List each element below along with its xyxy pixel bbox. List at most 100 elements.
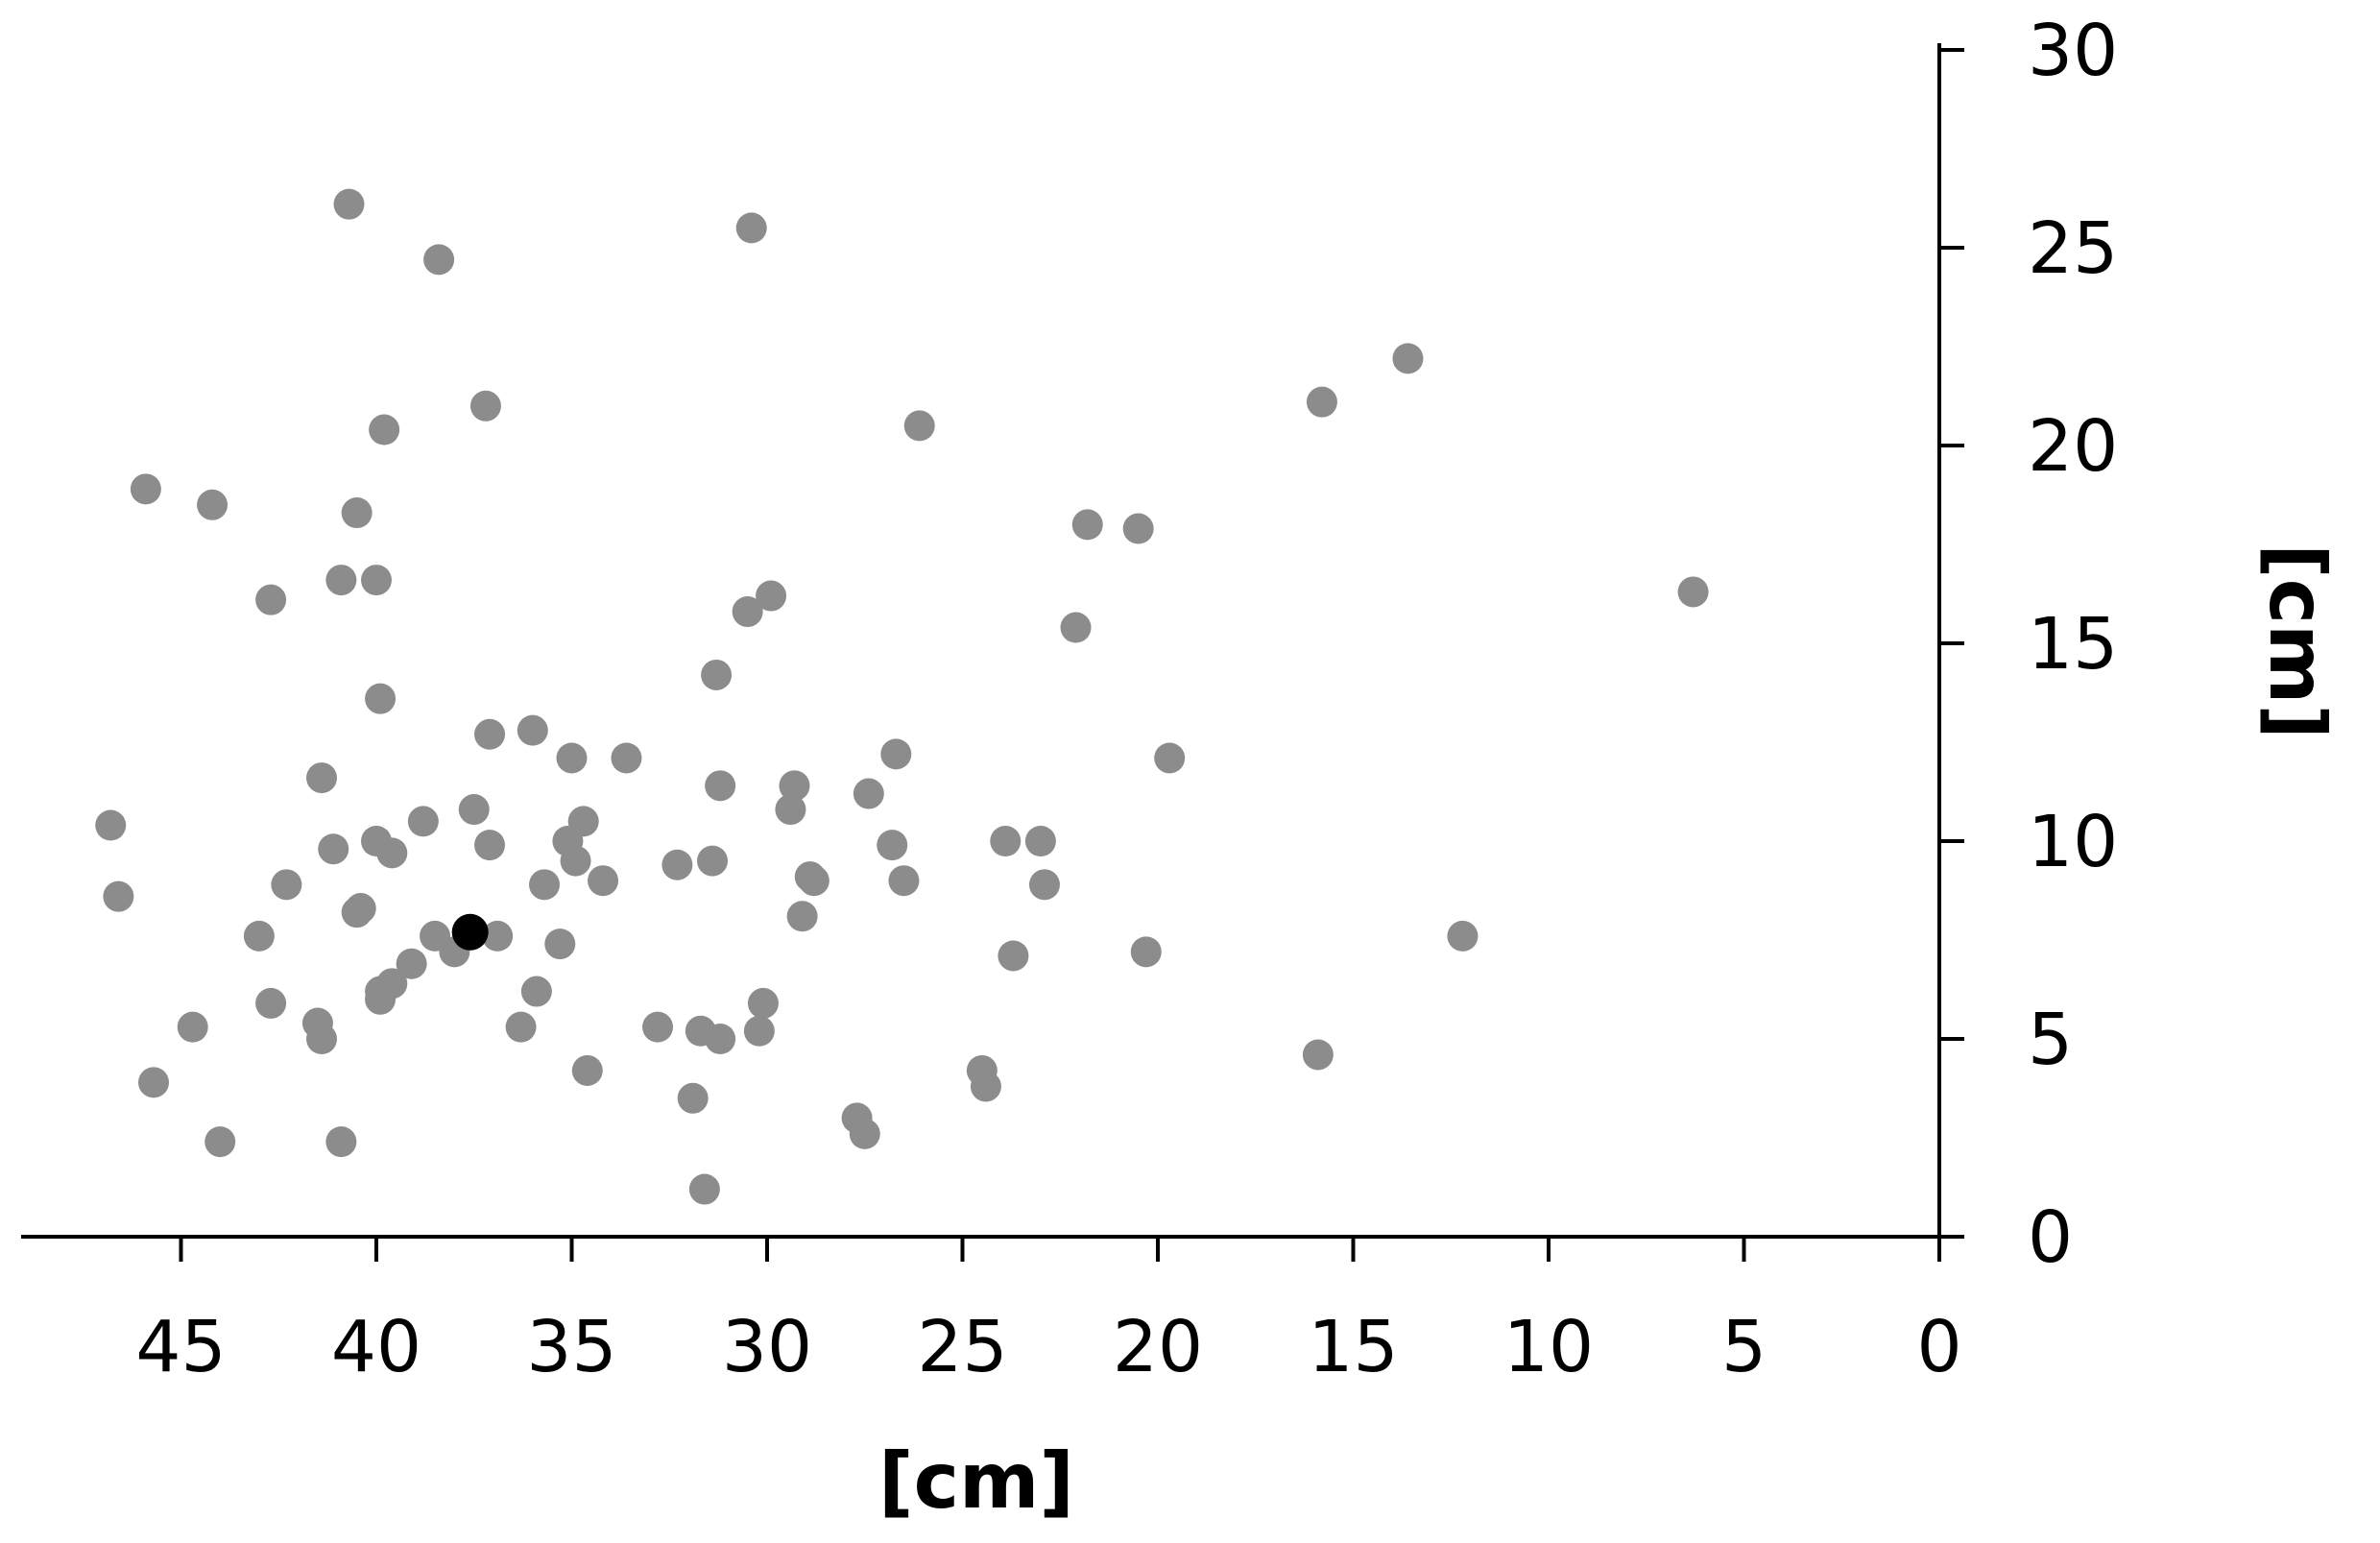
x-ticks: 45 40 35 30 25 20 15 10 5 0 — [135, 1237, 1962, 1388]
data-point — [571, 1054, 603, 1086]
data-point — [423, 244, 455, 276]
data-point — [520, 976, 552, 1007]
data-point — [1392, 343, 1424, 374]
x-tick-label: 30 — [722, 1306, 812, 1388]
data-point — [177, 1011, 208, 1043]
data-point — [1302, 1039, 1334, 1071]
data-point — [1071, 509, 1103, 541]
x-tick-label: 5 — [1721, 1306, 1767, 1388]
data-point — [365, 983, 397, 1015]
data-point — [705, 1024, 736, 1054]
y-tick-label: 15 — [2028, 603, 2118, 686]
data-point — [333, 188, 365, 220]
data-point — [1028, 869, 1060, 901]
data-point — [697, 845, 729, 877]
data-point — [369, 414, 400, 446]
y-tick-label: 20 — [2028, 405, 2118, 488]
data-point — [396, 948, 427, 979]
data-point — [544, 928, 576, 960]
y-ticks: 0 5 10 15 20 25 30 — [1939, 10, 2118, 1279]
x-tick-label: 40 — [331, 1306, 421, 1388]
data-point — [407, 806, 439, 837]
data-point — [1677, 576, 1709, 608]
x-tick-label: 0 — [1916, 1306, 1961, 1388]
data-point — [458, 794, 490, 826]
data-point — [970, 1071, 1001, 1102]
data-point — [243, 920, 275, 952]
data-point — [756, 580, 787, 612]
x-tick-label: 15 — [1308, 1306, 1398, 1388]
y-tick-label: 0 — [2028, 1196, 2073, 1279]
data-point — [880, 738, 912, 770]
data-point — [505, 1011, 537, 1043]
data-point — [990, 826, 1022, 856]
y-tick-label: 5 — [2028, 999, 2073, 1081]
data-point — [732, 596, 763, 628]
data-point — [735, 212, 767, 244]
data-point — [775, 794, 806, 826]
data-point — [255, 584, 287, 615]
data-point — [747, 987, 779, 1019]
data-point — [888, 865, 920, 897]
data-point — [779, 770, 810, 802]
data-point — [688, 1173, 720, 1205]
data-point — [1024, 826, 1056, 856]
data-point — [1447, 920, 1478, 952]
data-point — [877, 830, 908, 861]
y-axis-title: [cm] — [2252, 543, 2342, 739]
x-axis-title: [cm] — [878, 1436, 1074, 1526]
data-point — [130, 473, 161, 505]
data-point — [611, 742, 642, 774]
data-point — [469, 390, 501, 422]
y-tick-label: 30 — [2028, 10, 2118, 92]
data-point — [1060, 612, 1092, 643]
data-point — [529, 869, 561, 901]
data-point — [271, 869, 302, 901]
data-point — [95, 809, 127, 841]
x-tick-label: 25 — [917, 1306, 1007, 1388]
data-point — [853, 778, 884, 809]
data-point — [1306, 386, 1337, 418]
data-point — [306, 762, 338, 794]
data-point — [318, 833, 349, 865]
y-tick-label: 25 — [2028, 207, 2118, 290]
data-point — [701, 659, 733, 690]
y-tick-label: 10 — [2028, 801, 2118, 883]
x-tick-label: 20 — [1113, 1306, 1203, 1388]
data-point — [325, 565, 357, 596]
data-point — [341, 497, 373, 529]
data-point — [1154, 742, 1186, 774]
data-point — [204, 1126, 236, 1158]
data-points — [95, 188, 1709, 1205]
data-point — [1130, 936, 1162, 968]
data-point — [560, 845, 591, 877]
data-point — [361, 565, 392, 596]
x-tick-label: 10 — [1503, 1306, 1594, 1388]
data-point — [661, 849, 693, 880]
data-point — [376, 837, 408, 869]
data-point — [642, 1011, 674, 1043]
data-point — [365, 683, 397, 714]
data-point — [103, 880, 134, 912]
data-point — [341, 897, 373, 928]
data-point — [306, 1024, 338, 1054]
data-point — [255, 987, 287, 1019]
data-point — [705, 770, 736, 802]
x-tick-label: 35 — [526, 1306, 616, 1388]
axes: 45 40 35 30 25 20 15 10 5 0 0 5 10 15 20 25 30 — [21, 10, 2118, 1388]
data-point — [1122, 513, 1154, 544]
data-point — [798, 865, 829, 897]
data-point — [743, 1015, 775, 1047]
data-point — [197, 489, 228, 520]
data-point — [588, 865, 619, 897]
x-tick-label: 45 — [135, 1306, 226, 1388]
data-point — [998, 940, 1029, 972]
data-point — [482, 920, 514, 952]
data-point — [786, 901, 818, 932]
data-point — [474, 830, 506, 861]
data-point — [677, 1082, 709, 1114]
highlighted-data-point — [451, 913, 489, 951]
data-point — [556, 742, 588, 774]
data-point — [903, 410, 935, 442]
